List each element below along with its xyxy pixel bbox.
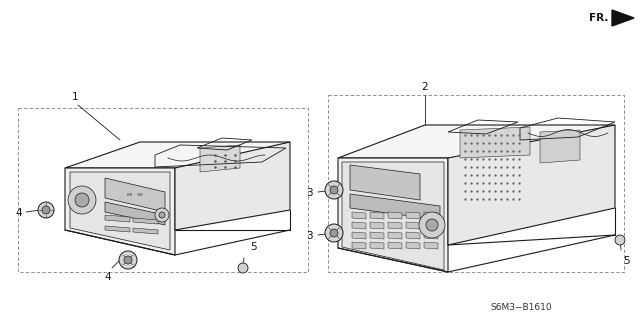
Text: S6M3−B1610: S6M3−B1610 [490, 302, 552, 311]
Polygon shape [370, 242, 384, 249]
Polygon shape [105, 202, 165, 225]
Polygon shape [388, 232, 402, 239]
Polygon shape [352, 232, 366, 239]
Polygon shape [70, 172, 170, 250]
Text: 5: 5 [250, 242, 257, 252]
Polygon shape [388, 222, 402, 229]
Circle shape [325, 224, 343, 242]
Circle shape [68, 186, 96, 214]
Polygon shape [406, 232, 420, 239]
Polygon shape [406, 212, 420, 219]
Circle shape [42, 206, 50, 214]
Circle shape [615, 235, 625, 245]
Polygon shape [424, 212, 438, 219]
Polygon shape [105, 215, 130, 222]
Polygon shape [350, 165, 420, 200]
Polygon shape [105, 226, 130, 232]
Polygon shape [370, 222, 384, 229]
Text: 2: 2 [422, 82, 428, 92]
Text: 1: 1 [72, 92, 78, 102]
Circle shape [75, 193, 89, 207]
Polygon shape [448, 125, 615, 245]
Polygon shape [352, 242, 366, 249]
Polygon shape [424, 232, 438, 239]
Polygon shape [540, 130, 580, 163]
Polygon shape [352, 212, 366, 219]
Text: 5: 5 [623, 256, 629, 266]
Polygon shape [65, 168, 175, 255]
Polygon shape [352, 222, 366, 229]
Circle shape [330, 229, 338, 237]
Text: FR.: FR. [589, 13, 608, 23]
Polygon shape [388, 242, 402, 249]
Circle shape [155, 208, 169, 222]
Polygon shape [388, 212, 402, 219]
Polygon shape [424, 242, 438, 249]
Circle shape [419, 212, 445, 238]
Polygon shape [342, 162, 444, 270]
Polygon shape [200, 145, 240, 172]
Polygon shape [175, 142, 290, 230]
Polygon shape [612, 10, 634, 26]
Polygon shape [424, 222, 438, 229]
Circle shape [119, 251, 137, 269]
Polygon shape [350, 194, 440, 220]
Text: 4: 4 [15, 208, 22, 218]
Circle shape [426, 219, 438, 231]
Circle shape [38, 202, 54, 218]
Text: 3: 3 [307, 231, 313, 241]
Circle shape [238, 263, 248, 273]
Text: 4: 4 [105, 272, 111, 282]
Circle shape [124, 256, 132, 264]
Circle shape [159, 212, 165, 218]
Circle shape [325, 181, 343, 199]
Polygon shape [105, 178, 165, 212]
Polygon shape [65, 142, 290, 168]
Text: 3: 3 [307, 188, 313, 198]
Text: 00  00: 00 00 [127, 193, 143, 197]
Polygon shape [338, 125, 615, 158]
Polygon shape [338, 158, 448, 272]
Polygon shape [460, 127, 530, 158]
Polygon shape [133, 228, 158, 234]
Polygon shape [370, 212, 384, 219]
Circle shape [330, 186, 338, 194]
Polygon shape [133, 218, 158, 224]
Polygon shape [406, 242, 420, 249]
Polygon shape [370, 232, 384, 239]
Polygon shape [406, 222, 420, 229]
